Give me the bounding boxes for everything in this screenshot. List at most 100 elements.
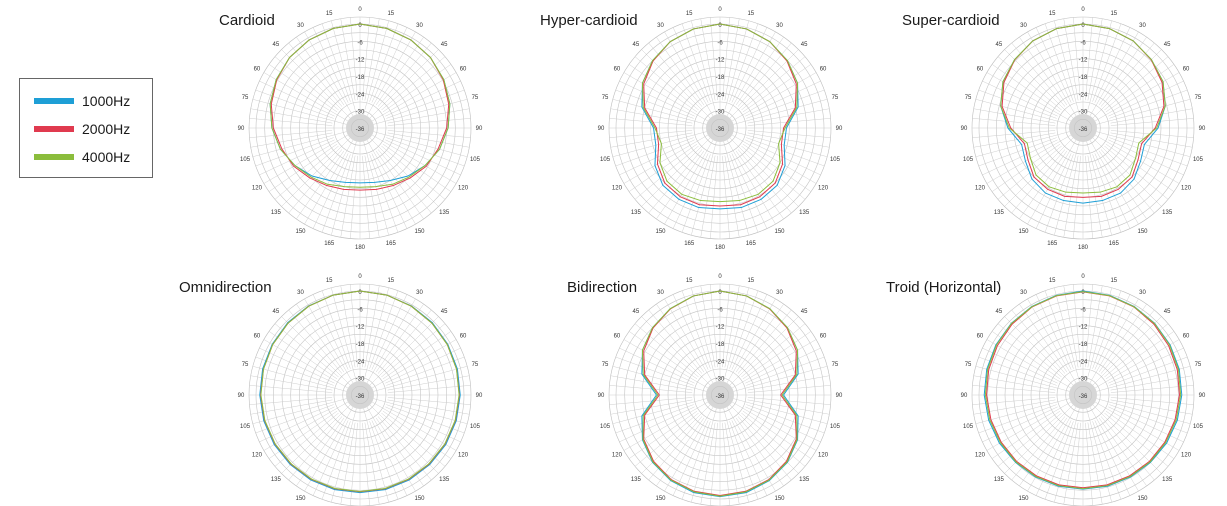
grid-spoke <box>369 290 399 369</box>
grid-spoke <box>741 323 806 378</box>
grid-spoke <box>385 80 461 117</box>
grid-spoke <box>1011 309 1066 374</box>
grid-spoke <box>975 366 1070 392</box>
grid-spoke <box>281 404 351 474</box>
radial-tick-label: -36 <box>716 394 725 400</box>
grid-spoke <box>331 20 357 115</box>
grid-spoke <box>252 366 347 392</box>
angle-tick-label: 30 <box>657 290 664 296</box>
radial-tick-label: 0 <box>718 290 722 296</box>
grid-spoke <box>296 303 345 373</box>
angle-tick-label: 120 <box>612 453 623 459</box>
angle-tick-label: 90 <box>961 393 968 399</box>
angle-tick-label: 105 <box>963 424 974 430</box>
grid-spoke <box>615 356 694 386</box>
grid-spoke <box>371 153 408 229</box>
grid-spoke <box>623 339 709 389</box>
grid-spoke <box>1035 294 1072 370</box>
radial-tick-label: -6 <box>357 40 363 46</box>
grid-spoke <box>1087 285 1103 368</box>
angle-tick-label: 150 <box>1018 496 1029 502</box>
grid-spoke <box>1004 49 1074 119</box>
grid-spoke <box>700 155 716 238</box>
grid-spoke <box>252 99 347 125</box>
grid-spoke <box>1104 56 1169 111</box>
angle-tick-label: 150 <box>295 496 306 502</box>
angle-tick-label: 30 <box>416 23 423 29</box>
angle-tick-label: 120 <box>975 186 986 192</box>
grid-spoke <box>249 130 333 138</box>
grid-spoke <box>737 309 792 374</box>
grid-spoke <box>1098 303 1147 373</box>
angle-tick-label: 75 <box>1195 362 1202 368</box>
grid-spoke <box>982 139 1058 176</box>
angle-tick-label: 120 <box>252 186 263 192</box>
grid-spoke <box>691 408 717 503</box>
grid-spoke <box>363 287 389 382</box>
grid-spoke <box>731 72 817 122</box>
radial-tick-label: 0 <box>358 23 362 29</box>
grid-spoke <box>250 132 333 148</box>
grid-spoke <box>371 339 457 389</box>
grid-spoke <box>973 108 1056 124</box>
grid-spoke <box>377 149 432 214</box>
grid-spoke <box>975 131 1070 157</box>
polar-chart-4: 0153045607590105120135150165180165150135… <box>598 274 843 506</box>
grid-spoke <box>382 143 452 192</box>
angle-tick-label: 15 <box>326 278 333 284</box>
grid-spoke <box>369 404 439 474</box>
angle-tick-label: 15 <box>686 11 693 17</box>
grid-spoke <box>1011 416 1066 481</box>
grid-spoke <box>1109 89 1188 119</box>
angle-tick-label: 135 <box>1162 210 1173 216</box>
grid-spoke <box>731 339 817 389</box>
angle-tick-label: 135 <box>994 210 1005 216</box>
angle-tick-label: 0 <box>358 274 362 280</box>
angle-tick-label: 120 <box>818 186 829 192</box>
grid-spoke <box>681 421 711 500</box>
grid-spoke <box>737 416 792 481</box>
grid-spoke <box>1004 404 1074 474</box>
angle-tick-label: 120 <box>1181 186 1192 192</box>
angle-tick-label: 150 <box>655 229 666 235</box>
legend-item-4000hz: 4000Hz <box>34 147 130 167</box>
grid-spoke <box>1073 284 1081 368</box>
angle-tick-label: 60 <box>460 334 467 340</box>
chart-title-omnidirection: Omnidirection <box>179 279 272 296</box>
grid-spoke <box>1098 36 1147 106</box>
grid-spoke <box>259 139 335 176</box>
grid-spoke <box>729 49 799 119</box>
grid-spoke <box>249 385 333 393</box>
grid-spoke <box>710 422 718 506</box>
grid-ring <box>711 386 729 404</box>
grid-spoke <box>350 17 358 101</box>
grid-spoke <box>281 49 351 119</box>
grid-spoke <box>648 42 703 107</box>
grid-spoke <box>741 56 806 111</box>
radial-tick-label: -36 <box>356 394 365 400</box>
grid-spoke <box>1089 139 1139 225</box>
grid-spoke <box>1073 422 1081 506</box>
grid-spoke <box>710 17 718 101</box>
radial-tick-label: -24 <box>716 359 725 365</box>
angle-tick-label: 105 <box>600 424 611 430</box>
angle-tick-label: 135 <box>271 477 282 483</box>
grid-spoke <box>729 316 799 386</box>
grid-spoke <box>648 309 703 374</box>
grid-spoke <box>733 366 828 392</box>
grid-spoke <box>1109 404 1188 434</box>
angle-tick-label: 45 <box>1164 309 1171 315</box>
grid-spoke <box>747 132 830 148</box>
grid-spoke <box>986 339 1072 389</box>
angle-tick-label: 30 <box>297 23 304 29</box>
grid-spoke <box>304 31 354 117</box>
grid-spoke <box>331 287 357 382</box>
radial-tick-label: -6 <box>717 307 723 313</box>
angle-tick-label: 150 <box>1137 496 1148 502</box>
grid-spoke <box>1035 153 1072 229</box>
grid-spoke <box>371 294 408 370</box>
grid-spoke <box>255 137 334 167</box>
angle-tick-label: 180 <box>355 245 366 251</box>
grid-spoke <box>369 154 399 233</box>
grid-spoke <box>263 134 349 184</box>
